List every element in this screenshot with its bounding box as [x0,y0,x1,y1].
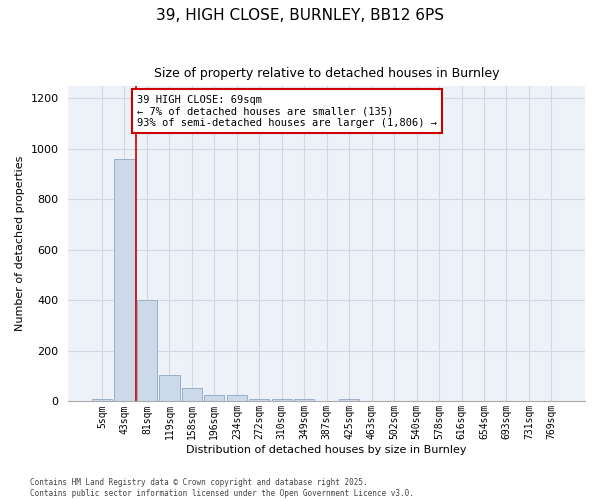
Title: Size of property relative to detached houses in Burnley: Size of property relative to detached ho… [154,68,499,80]
Bar [227,395,247,402]
X-axis label: Distribution of detached houses by size in Burnley: Distribution of detached houses by size … [187,445,467,455]
Text: 39, HIGH CLOSE, BURNLEY, BB12 6PS: 39, HIGH CLOSE, BURNLEY, BB12 6PS [156,8,444,22]
Bar [204,395,224,402]
Bar [339,399,359,402]
Y-axis label: Number of detached properties: Number of detached properties [15,156,25,332]
Bar [272,399,292,402]
Text: Contains HM Land Registry data © Crown copyright and database right 2025.
Contai: Contains HM Land Registry data © Crown c… [30,478,414,498]
Bar [159,375,179,402]
Bar [182,388,202,402]
Bar [92,399,112,402]
Bar [294,399,314,402]
Text: 39 HIGH CLOSE: 69sqm
← 7% of detached houses are smaller (135)
93% of semi-detac: 39 HIGH CLOSE: 69sqm ← 7% of detached ho… [137,94,437,128]
Bar [137,300,157,402]
Bar [115,159,134,402]
Bar [249,399,269,402]
